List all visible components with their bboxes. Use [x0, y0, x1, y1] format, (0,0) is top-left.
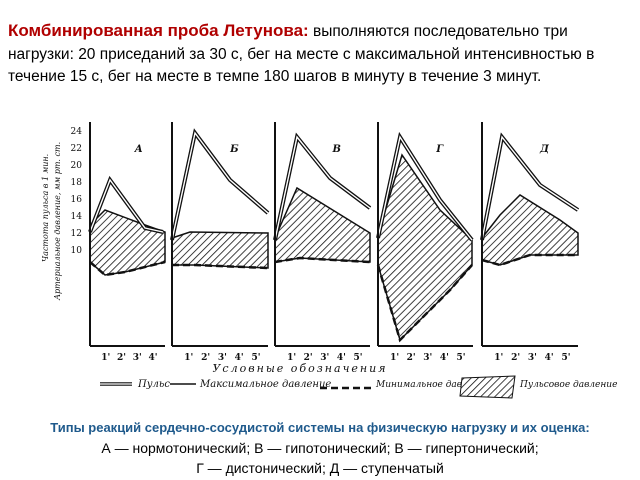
- legend-label: Пульсовое давление: [519, 380, 617, 390]
- x-tick-label: 3': [423, 353, 432, 363]
- x-tick-label: 2': [304, 353, 313, 363]
- panel-label: Г: [435, 144, 444, 155]
- caption-line: Г — дистонический; Д — ступенчатый: [196, 460, 444, 476]
- x-tick-label: 4': [235, 353, 244, 363]
- title-text: выполняются последовательно три нагрузки…: [8, 23, 595, 85]
- x-tick-label: 5': [251, 353, 260, 363]
- y-tick-label: 16: [71, 195, 83, 205]
- x-tick-label: 2': [117, 353, 126, 363]
- x-tick-label: 5': [353, 353, 362, 363]
- legend-label: Пульс: [137, 379, 170, 390]
- x-tick-label: 1': [101, 353, 110, 363]
- y-tick-label: 24: [71, 127, 83, 137]
- title-bold: Комбинированная проба Летунова:: [8, 21, 309, 40]
- x-tick-label: 1': [287, 353, 296, 363]
- pulse-pressure-area: [481, 194, 579, 266]
- x-tick-label: 4': [440, 353, 449, 363]
- pulse-pressure-area: [171, 231, 269, 269]
- x-tick-label: 3': [528, 353, 537, 363]
- min-pressure-line: [172, 263, 269, 270]
- y-axis-label: Частота пульса в 1 мин.: [41, 154, 50, 262]
- y-tick-label: 12: [71, 229, 82, 239]
- panel-label: А: [134, 144, 143, 155]
- y-tick-label: 10: [71, 246, 83, 256]
- pulse-line-inner: [481, 135, 579, 241]
- legend-label: Минимальное давление: [375, 380, 490, 390]
- caption-line: А — нормотонический; В — гипотонический;…: [101, 440, 539, 456]
- min-pressure-line: [274, 256, 371, 264]
- x-tick-label: 4': [148, 353, 157, 363]
- x-tick-label: 3': [133, 353, 142, 363]
- x-tick-label: 1': [390, 353, 399, 363]
- min-pressure-line: [376, 264, 473, 343]
- panel-label: Д: [539, 144, 550, 155]
- legend-hatch: [459, 375, 516, 399]
- x-tick-label: 1': [184, 353, 193, 363]
- y-tick-label: 14: [71, 212, 83, 222]
- x-tick-label: 2': [407, 353, 416, 363]
- x-tick-label: 5': [561, 353, 570, 363]
- y-tick-label: 20: [71, 161, 83, 171]
- panel-label: В: [332, 144, 341, 155]
- header: Комбинированная проба Летунова: выполняю…: [8, 20, 628, 89]
- caption-heading: Типы реакций сердечно-сосудистой системы…: [50, 420, 590, 435]
- legend-title: Условные обозначения: [212, 362, 387, 375]
- x-tick-label: 4': [545, 353, 554, 363]
- x-tick-label: 2': [201, 353, 210, 363]
- x-tick-label: 1': [494, 353, 503, 363]
- x-tick-label: 3': [320, 353, 329, 363]
- pulse-line-inner: [377, 135, 473, 241]
- y-tick-label: 18: [71, 178, 83, 188]
- caption: Типы реакций сердечно-сосудистой системы…: [0, 418, 640, 478]
- min-pressure-line: [89, 260, 166, 277]
- pulse-line-inner: [171, 131, 269, 241]
- pulse-line-inner: [89, 178, 164, 233]
- pulse-line: [170, 128, 270, 241]
- y-axis-label: Артериальное давление, мм рт. ст.: [53, 142, 62, 301]
- legend-label: Максимальное давление: [199, 379, 331, 390]
- min-pressure-line: [481, 253, 578, 267]
- panel-label: Б: [229, 144, 239, 155]
- x-tick-label: 5': [456, 353, 465, 363]
- y-tick-label: 22: [71, 144, 82, 154]
- x-tick-label: 4': [337, 353, 346, 363]
- x-tick-label: 3': [218, 353, 227, 363]
- pulse-line-inner: [274, 135, 371, 241]
- x-tick-label: 2': [511, 353, 520, 363]
